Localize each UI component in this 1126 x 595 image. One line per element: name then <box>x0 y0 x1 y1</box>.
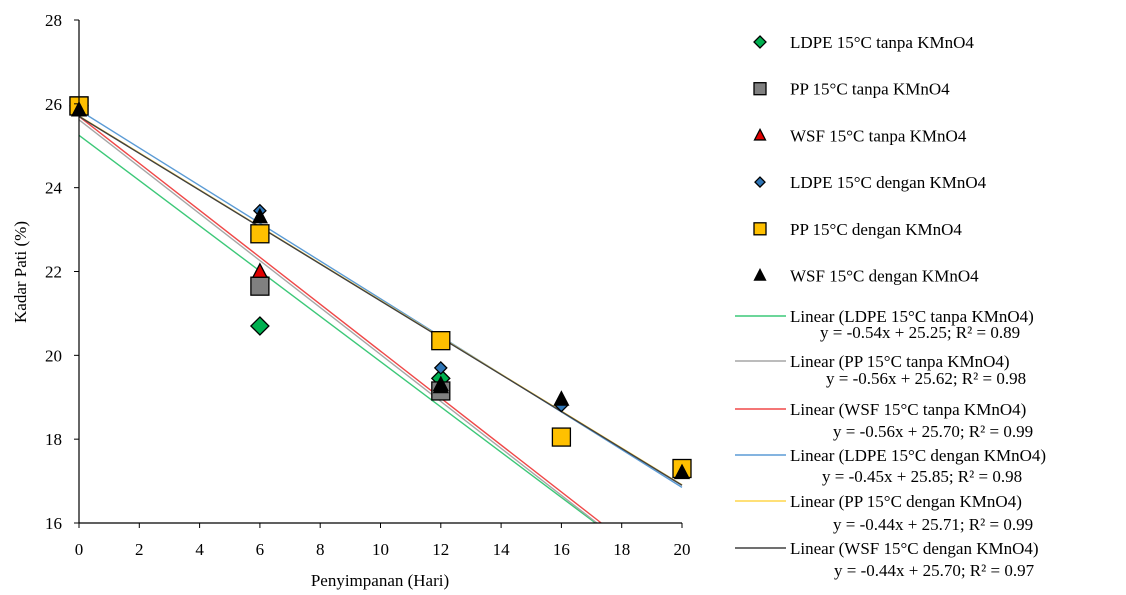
legend-label-4: LDPE 15°C dengan KMnO4 <box>790 173 987 192</box>
legend-trend-label-3: Linear (WSF 15°C tanpa KMnO4) <box>790 400 1026 419</box>
legend-marker-3 <box>753 127 767 141</box>
trend-equation-4: y = -0.45x + 25.85; R² = 0.98 <box>822 467 1022 486</box>
legend-label-3: WSF 15°C tanpa KMnO4 <box>790 126 967 145</box>
y-tick-label: 16 <box>45 514 62 533</box>
legend-label-6: WSF 15°C dengan KMnO4 <box>790 267 979 286</box>
x-tick-label: 0 <box>75 540 84 559</box>
legend-trend-label-5: Linear (PP 15°C dengan KMnO4) <box>790 492 1022 511</box>
y-tick-label: 26 <box>45 95 62 114</box>
data-point-s6-5 <box>673 463 691 480</box>
data-point-s5-2 <box>250 224 270 244</box>
legend: LDPE 15°C tanpa KMnO4 PP 15°C tanpa KMnO4… <box>735 33 1046 580</box>
data-point-s6-2 <box>251 207 268 224</box>
x-tick-label: 10 <box>372 540 389 559</box>
trend-equation-1: y = -0.54x + 25.25; R² = 0.89 <box>820 323 1020 342</box>
data-point-s6-4 <box>553 390 570 406</box>
trendline-2 <box>78 119 598 524</box>
x-tick-label: 4 <box>195 540 204 559</box>
x-tick-label: 14 <box>493 540 511 559</box>
trend-equation-2: y = -0.56x + 25.62; R² = 0.98 <box>826 369 1026 388</box>
trendline-1 <box>78 134 596 524</box>
x-tick-label: 16 <box>553 540 570 559</box>
trend-equation-3: y = -0.56x + 25.70; R² = 0.99 <box>833 422 1033 441</box>
legend-label-1: LDPE 15°C tanpa KMnO4 <box>790 33 974 52</box>
x-tick-label: 18 <box>613 540 630 559</box>
legend-marker-2 <box>753 82 767 96</box>
legend-label-2: PP 15°C tanpa KMnO4 <box>790 80 950 99</box>
legend-trend-label-1: Linear (LDPE 15°C tanpa KMnO4) <box>790 307 1034 326</box>
legend-marker-4 <box>754 176 766 189</box>
data-point-s5-4 <box>551 427 572 447</box>
legend-marker-5 <box>753 222 767 236</box>
x-tick-label: 6 <box>256 540 265 559</box>
data-points <box>69 96 692 480</box>
trendline-4 <box>78 109 683 488</box>
y-tick-label: 20 <box>45 346 62 365</box>
data-point-s2-2 <box>250 276 270 296</box>
axes <box>78 20 682 524</box>
y-tick-label: 28 <box>45 11 62 30</box>
trend-equation-6: y = -0.44x + 25.70; R² = 0.97 <box>834 561 1035 580</box>
data-point-s4-3 <box>433 360 448 375</box>
legend-marker-6 <box>753 268 767 281</box>
data-point-s6-3 <box>432 377 449 394</box>
x-tick-label: 12 <box>432 540 449 559</box>
x-axis-label: Penyimpanan (Hari) <box>311 571 449 590</box>
x-tick-label: 8 <box>316 540 325 559</box>
data-point-s3-2 <box>251 262 268 278</box>
trendlines <box>78 109 683 524</box>
y-tick-label: 18 <box>45 430 62 449</box>
y-tick-label: 24 <box>45 179 63 198</box>
trendline-6 <box>78 115 683 486</box>
data-point-s1-2 <box>249 316 270 336</box>
legend-trend-label-4: Linear (LDPE 15°C dengan KMnO4) <box>790 446 1046 465</box>
legend-label-5: PP 15°C dengan KMnO4 <box>790 220 962 239</box>
trend-equation-5: y = -0.44x + 25.71; R² = 0.99 <box>833 515 1033 534</box>
legend-trend-label-6: Linear (WSF 15°C dengan KMnO4) <box>790 539 1039 558</box>
legend-trend-label-2: Linear (PP 15°C tanpa KMnO4) <box>790 352 1010 371</box>
y-tick-label: 22 <box>45 263 62 282</box>
data-point-s5-3 <box>431 331 451 351</box>
x-tick-label: 2 <box>135 540 144 559</box>
legend-marker-1 <box>753 35 767 49</box>
trendline-3 <box>78 115 602 524</box>
y-axis-label: Kadar Pati (%) <box>11 221 30 323</box>
x-tick-label: 20 <box>674 540 691 559</box>
